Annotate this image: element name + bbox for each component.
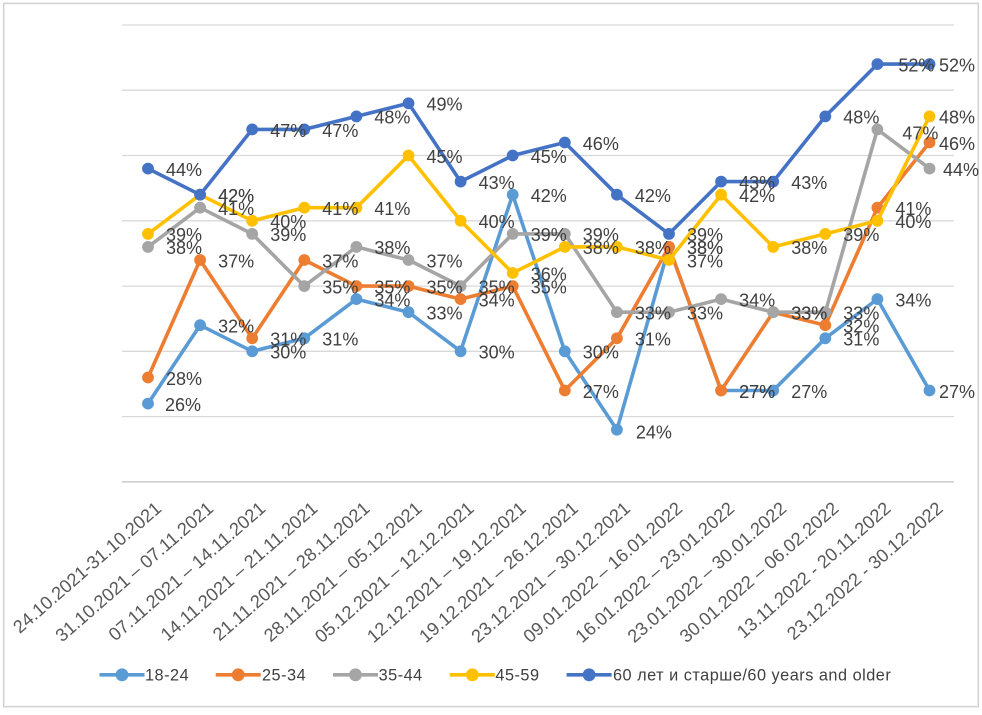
svg-text:34%: 34% (895, 291, 931, 311)
svg-text:26%: 26% (165, 395, 201, 415)
svg-text:45%: 45% (427, 147, 463, 167)
svg-text:38%: 38% (791, 238, 827, 258)
svg-text:39%: 39% (687, 225, 723, 245)
svg-text:33%: 33% (843, 304, 879, 324)
svg-text:34%: 34% (739, 291, 775, 311)
svg-text:48%: 48% (939, 108, 975, 128)
svg-text:31%: 31% (322, 330, 358, 350)
svg-text:45%: 45% (531, 147, 567, 167)
svg-text:37%: 37% (218, 251, 254, 271)
svg-text:30%: 30% (270, 343, 306, 363)
svg-text:42%: 42% (218, 186, 254, 206)
svg-text:24%: 24% (636, 423, 672, 443)
svg-text:27%: 27% (739, 382, 775, 402)
svg-text:33%: 33% (791, 304, 827, 324)
svg-text:32%: 32% (218, 317, 254, 337)
svg-text:47%: 47% (270, 121, 306, 141)
svg-text:37%: 37% (322, 251, 358, 271)
svg-text:34%: 34% (479, 291, 515, 311)
svg-text:31%: 31% (270, 330, 306, 350)
svg-text:37%: 37% (687, 251, 723, 271)
svg-text:38%: 38% (583, 238, 619, 258)
svg-text:35%: 35% (374, 277, 410, 297)
svg-text:33%: 33% (427, 304, 463, 324)
svg-text:43%: 43% (791, 173, 827, 193)
svg-text:18-24: 18-24 (145, 667, 189, 685)
svg-text:49%: 49% (427, 95, 463, 115)
svg-text:38%: 38% (687, 238, 723, 258)
svg-text:52%: 52% (939, 56, 975, 76)
svg-text:30%: 30% (583, 343, 619, 363)
svg-text:40%: 40% (479, 212, 515, 232)
svg-text:35%: 35% (479, 277, 515, 297)
svg-text:35%: 35% (531, 277, 567, 297)
svg-text:41%: 41% (895, 199, 931, 219)
svg-text:34%: 34% (374, 291, 410, 311)
svg-text:42%: 42% (218, 186, 254, 206)
svg-text:39%: 39% (166, 225, 202, 245)
svg-text:39%: 39% (531, 225, 567, 245)
svg-text:35%: 35% (427, 277, 463, 297)
svg-text:41%: 41% (322, 199, 358, 219)
svg-text:38%: 38% (166, 238, 202, 258)
svg-text:48%: 48% (843, 108, 879, 128)
svg-text:25-34: 25-34 (262, 667, 306, 685)
svg-text:43%: 43% (479, 173, 515, 193)
svg-text:27%: 27% (583, 382, 619, 402)
svg-text:27%: 27% (791, 382, 827, 402)
svg-text:33%: 33% (791, 304, 827, 324)
svg-text:35-44: 35-44 (379, 667, 423, 685)
svg-text:33%: 33% (687, 304, 723, 324)
svg-text:38%: 38% (687, 238, 723, 258)
svg-text:39%: 39% (583, 225, 619, 245)
svg-text:41%: 41% (218, 199, 254, 219)
svg-text:48%: 48% (374, 108, 410, 128)
svg-text:38%: 38% (635, 238, 671, 258)
svg-text:40%: 40% (895, 212, 931, 232)
svg-text:46%: 46% (583, 134, 619, 154)
svg-text:39%: 39% (843, 225, 879, 245)
svg-text:44%: 44% (943, 160, 979, 180)
svg-text:27%: 27% (739, 382, 775, 402)
svg-text:45-59: 45-59 (495, 667, 539, 685)
svg-text:38%: 38% (374, 238, 410, 258)
svg-text:27%: 27% (939, 382, 975, 402)
svg-text:42%: 42% (531, 186, 567, 206)
svg-text:31%: 31% (843, 330, 879, 350)
svg-text:42%: 42% (635, 186, 671, 206)
svg-text:47%: 47% (322, 121, 358, 141)
svg-text:28%: 28% (166, 369, 202, 389)
svg-text:44%: 44% (166, 160, 202, 180)
svg-text:60 лет и старше/60 years and o: 60 лет и старше/60 years and older (613, 667, 891, 685)
svg-text:40%: 40% (270, 212, 306, 232)
svg-text:42%: 42% (739, 186, 775, 206)
svg-text:39%: 39% (270, 225, 306, 245)
svg-text:37%: 37% (427, 251, 463, 271)
svg-text:52%: 52% (898, 56, 934, 76)
svg-text:33%: 33% (635, 304, 671, 324)
svg-text:35%: 35% (322, 277, 358, 297)
svg-text:36%: 36% (531, 264, 567, 284)
svg-text:32%: 32% (843, 317, 879, 337)
svg-text:41%: 41% (374, 199, 410, 219)
svg-text:47%: 47% (902, 123, 938, 143)
svg-text:30%: 30% (479, 343, 515, 363)
svg-text:31%: 31% (635, 330, 671, 350)
svg-text:43%: 43% (739, 173, 775, 193)
svg-text:46%: 46% (939, 134, 975, 154)
